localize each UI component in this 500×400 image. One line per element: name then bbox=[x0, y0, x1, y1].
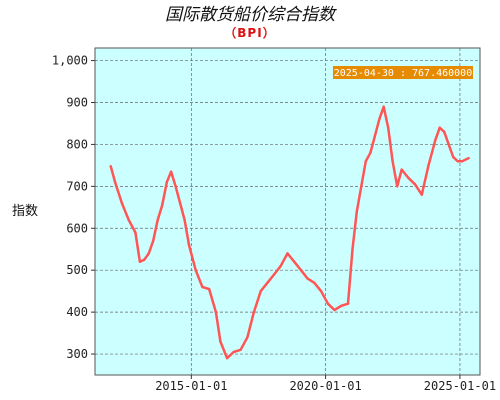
data-point bbox=[355, 210, 359, 213]
chart-title: 国际散货船价综合指数 bbox=[165, 5, 337, 25]
data-point bbox=[340, 304, 343, 308]
data-point bbox=[420, 193, 423, 196]
data-point bbox=[266, 281, 269, 284]
data-point bbox=[127, 218, 130, 222]
data-point bbox=[391, 159, 394, 163]
data-point bbox=[120, 201, 124, 205]
y-tick-label: 500 bbox=[66, 263, 88, 277]
data-point bbox=[272, 273, 276, 276]
data-point bbox=[467, 156, 470, 160]
data-point bbox=[252, 310, 256, 314]
data-point bbox=[143, 258, 146, 261]
series-points bbox=[109, 105, 470, 360]
data-point bbox=[438, 126, 441, 129]
data-point bbox=[279, 264, 282, 268]
data-point bbox=[382, 105, 385, 108]
y-axis: 300 400 500 600 700 800 900 1,000 bbox=[52, 54, 95, 361]
y-tick-label: 300 bbox=[66, 347, 88, 361]
x-tick-label: 2020-01-01 bbox=[289, 379, 361, 393]
data-point bbox=[169, 170, 173, 173]
x-tick-label: 2015-01-01 bbox=[155, 379, 227, 393]
data-point bbox=[434, 139, 437, 142]
data-point bbox=[461, 159, 464, 163]
data-point bbox=[326, 302, 330, 305]
data-point bbox=[152, 239, 155, 243]
data-point bbox=[413, 183, 417, 186]
annotation: 2025-04-30 : 767.460000 bbox=[333, 66, 473, 79]
annotation-text: 2025-04-30 : 767.460000 bbox=[334, 68, 472, 79]
y-tick-label: 700 bbox=[66, 179, 88, 193]
data-point bbox=[447, 143, 450, 146]
data-point bbox=[333, 308, 336, 312]
data-point bbox=[246, 336, 249, 339]
data-point bbox=[451, 155, 455, 159]
y-tick-label: 600 bbox=[66, 221, 88, 235]
data-point bbox=[306, 277, 309, 280]
data-point bbox=[113, 180, 117, 184]
data-point bbox=[165, 180, 168, 184]
data-point bbox=[194, 268, 197, 272]
data-point bbox=[259, 289, 262, 293]
y-tick-label: 1,000 bbox=[52, 54, 88, 68]
data-point bbox=[232, 350, 236, 354]
data-point bbox=[360, 185, 363, 188]
data-point bbox=[147, 252, 150, 255]
data-point bbox=[369, 151, 372, 155]
data-point bbox=[187, 243, 191, 247]
data-point bbox=[201, 285, 204, 289]
data-point bbox=[178, 201, 182, 205]
annotation-box bbox=[333, 66, 473, 79]
data-point bbox=[364, 159, 368, 163]
data-point bbox=[161, 204, 164, 207]
data-point bbox=[293, 260, 296, 264]
y-tick-label: 800 bbox=[66, 137, 88, 151]
data-point bbox=[373, 134, 377, 138]
data-point bbox=[109, 165, 112, 168]
data-point bbox=[313, 281, 316, 284]
x-axis: 2015-01-01 2020-01-01 2025-01-01 bbox=[155, 375, 496, 393]
y-tick-label: 400 bbox=[66, 305, 88, 319]
data-point bbox=[346, 302, 350, 305]
data-point bbox=[134, 231, 137, 234]
data-point bbox=[319, 289, 323, 293]
data-point bbox=[386, 126, 390, 129]
data-point bbox=[299, 268, 303, 272]
data-point bbox=[351, 248, 354, 251]
plot-area bbox=[94, 47, 481, 376]
x-grid-lines bbox=[190, 48, 461, 375]
data-point bbox=[239, 348, 242, 352]
data-point bbox=[214, 310, 218, 314]
data-point bbox=[286, 252, 289, 255]
data-point bbox=[174, 185, 177, 188]
data-point bbox=[456, 159, 459, 163]
data-point bbox=[207, 287, 211, 291]
x-tick-label: 2025-01-01 bbox=[424, 379, 496, 393]
data-point bbox=[138, 260, 142, 264]
chart-subtitle: （BPI） bbox=[224, 25, 275, 40]
data-point bbox=[225, 357, 229, 360]
y-tick-label: 900 bbox=[66, 96, 88, 110]
data-point bbox=[183, 218, 186, 222]
data-point bbox=[442, 130, 446, 134]
data-point bbox=[219, 340, 222, 343]
data-point bbox=[378, 118, 381, 121]
data-point bbox=[400, 168, 403, 171]
y-axis-label: 指数 bbox=[12, 204, 38, 219]
data-point bbox=[407, 176, 410, 180]
data-point bbox=[156, 218, 159, 222]
data-point bbox=[427, 164, 430, 167]
data-point bbox=[396, 185, 399, 188]
